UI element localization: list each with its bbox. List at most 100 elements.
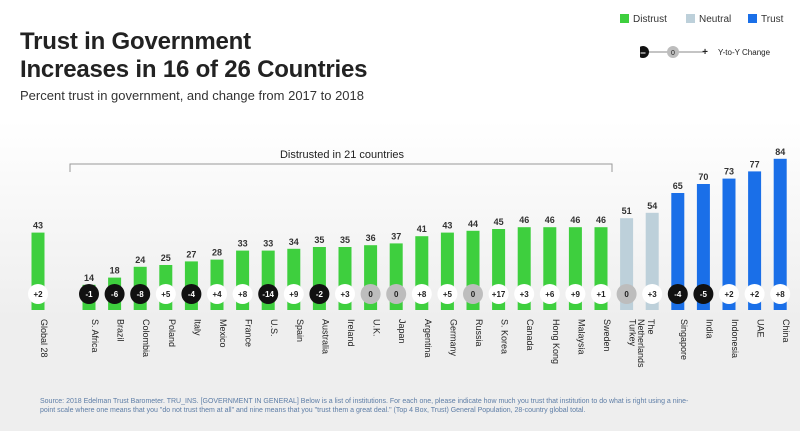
title-line-1: Trust in Government [20, 28, 251, 55]
change-label-australia: -2 [316, 290, 324, 299]
category-label-poland: Poland [167, 319, 177, 347]
bar-chart: Distrusted in 21 countries 43 +2 Global 28… [28, 147, 791, 368]
legend-neutral-swatch [686, 14, 695, 23]
value-label-italy: 27 [186, 249, 196, 259]
legend-distrust-swatch [620, 14, 629, 23]
value-label-spain: 34 [289, 237, 299, 247]
change-label-indonesia: +2 [724, 290, 734, 299]
category-label-france: France [244, 319, 254, 347]
change-badge-colombia [130, 284, 151, 304]
change-badge-s-africa [79, 284, 99, 304]
legend-distrust-label: Distrust [633, 14, 667, 25]
category-label-colombia: Colombia [141, 319, 151, 357]
change-badge-india [693, 284, 714, 304]
value-label-poland: 25 [161, 253, 171, 263]
category-label-malaysia: Malaysia [576, 319, 586, 355]
category-label-singapore: Singapore [679, 319, 689, 360]
change-badge-sweden [591, 284, 611, 304]
bar-china [773, 158, 787, 310]
change-label-china: +8 [776, 290, 786, 299]
change-label-spain: +9 [289, 290, 299, 299]
value-label-brazil: 18 [110, 266, 120, 276]
value-label-ireland: 35 [340, 235, 350, 245]
change-label-india: -5 [700, 290, 708, 299]
value-label-s-korea: 45 [494, 217, 504, 227]
change-badge-s-korea [488, 284, 509, 304]
change-badge-poland [155, 284, 176, 304]
value-label-canada: 46 [519, 215, 529, 225]
change-label-malaysia: +9 [571, 290, 581, 299]
change-badge-u-s [258, 284, 279, 304]
change-badge-indonesia [719, 284, 739, 304]
change-badge-germany [437, 284, 458, 304]
change-label-canada: +3 [520, 290, 530, 299]
value-label-uae: 77 [750, 159, 760, 169]
category-label-hong-kong: Hong Kong [551, 319, 561, 364]
value-label-s-africa: 14 [84, 273, 94, 283]
change-label-argentina: +8 [417, 290, 427, 299]
change-badge-global-28 [28, 284, 48, 304]
change-label-colombia: -8 [137, 290, 145, 299]
change-label-japan: 0 [394, 290, 399, 299]
change-badge-singapore [667, 284, 688, 304]
change-label-italy: -4 [188, 290, 196, 299]
category-label-u-s: U.S. [269, 319, 279, 337]
category-label-global-28: Global 28 [39, 319, 49, 358]
value-label-japan: 37 [391, 231, 401, 241]
value-label-argentina: 41 [417, 224, 427, 234]
yoy-legend-negative-badge [640, 46, 649, 58]
change-label-mexico: +4 [212, 290, 222, 299]
category-label-s-africa: S. Africa [90, 319, 100, 353]
value-label-global-28: 43 [33, 221, 43, 231]
value-label-china: 84 [775, 147, 785, 157]
category-label-turkey: Turkey [628, 319, 638, 347]
change-badge-argentina [411, 284, 432, 304]
category-label-spain: Spain [295, 319, 305, 342]
change-badge-ireland [335, 284, 355, 304]
category-label-s-korea: S. Korea [500, 319, 510, 354]
change-label-sweden: +1 [596, 290, 606, 299]
category-label-ireland: Ireland [346, 319, 356, 347]
value-label-singapore: 65 [673, 181, 683, 191]
value-label-u-k: 36 [366, 233, 376, 243]
value-label-france: 33 [238, 239, 248, 249]
change-badge-australia [309, 284, 330, 304]
category-label-japan: Japan [397, 319, 407, 344]
category-label-uae: UAE [756, 319, 766, 338]
value-label-australia: 35 [314, 235, 324, 245]
value-label-india: 70 [698, 172, 708, 182]
category-label-italy: Italy [192, 319, 202, 336]
change-label-germany: +5 [443, 290, 453, 299]
bars-layer: 43 +2 Global 28 14 -1 S. Africa 18 -6 Brazil 24 -8… [28, 147, 791, 368]
change-badge-the-netherlands [642, 284, 663, 304]
change-label-uae: +2 [750, 290, 760, 299]
distrust-bracket: Distrusted in 21 countries [69, 149, 613, 172]
legend-neutral: Neutral [686, 14, 731, 25]
category-label-china: China [781, 319, 791, 343]
category-label-australia: Australia [320, 319, 330, 354]
change-badge-canada [514, 284, 535, 304]
value-label-russia: 44 [468, 219, 478, 229]
bar-india [696, 184, 710, 310]
change-label-global-28: +2 [33, 290, 43, 299]
change-label-brazil: -6 [111, 290, 119, 299]
change-badge-uae [744, 284, 765, 304]
category-label-russia: Russia [474, 319, 484, 347]
yoy-legend-zero-badge [667, 46, 679, 58]
change-badge-turkey [616, 284, 637, 304]
change-badge-brazil [104, 284, 125, 304]
change-label-turkey: 0 [624, 290, 629, 299]
distrust-annotation: Distrusted in 21 countries [280, 149, 405, 161]
change-label-the-netherlands: +3 [648, 290, 658, 299]
change-label-ireland: +3 [340, 290, 350, 299]
change-badge-italy [181, 284, 202, 304]
yoy-legend-label: Y-to-Y Change [718, 48, 771, 57]
change-label-russia: 0 [471, 290, 476, 299]
bar-uae [748, 171, 762, 310]
change-badge-china [770, 284, 791, 304]
yoy-legend-minus: – [640, 48, 646, 59]
legend-trust: Trust [748, 14, 783, 25]
change-badge-hong-kong [539, 284, 560, 304]
legend-trust-swatch [748, 14, 757, 23]
category-label-brazil: Brazil [116, 319, 126, 342]
